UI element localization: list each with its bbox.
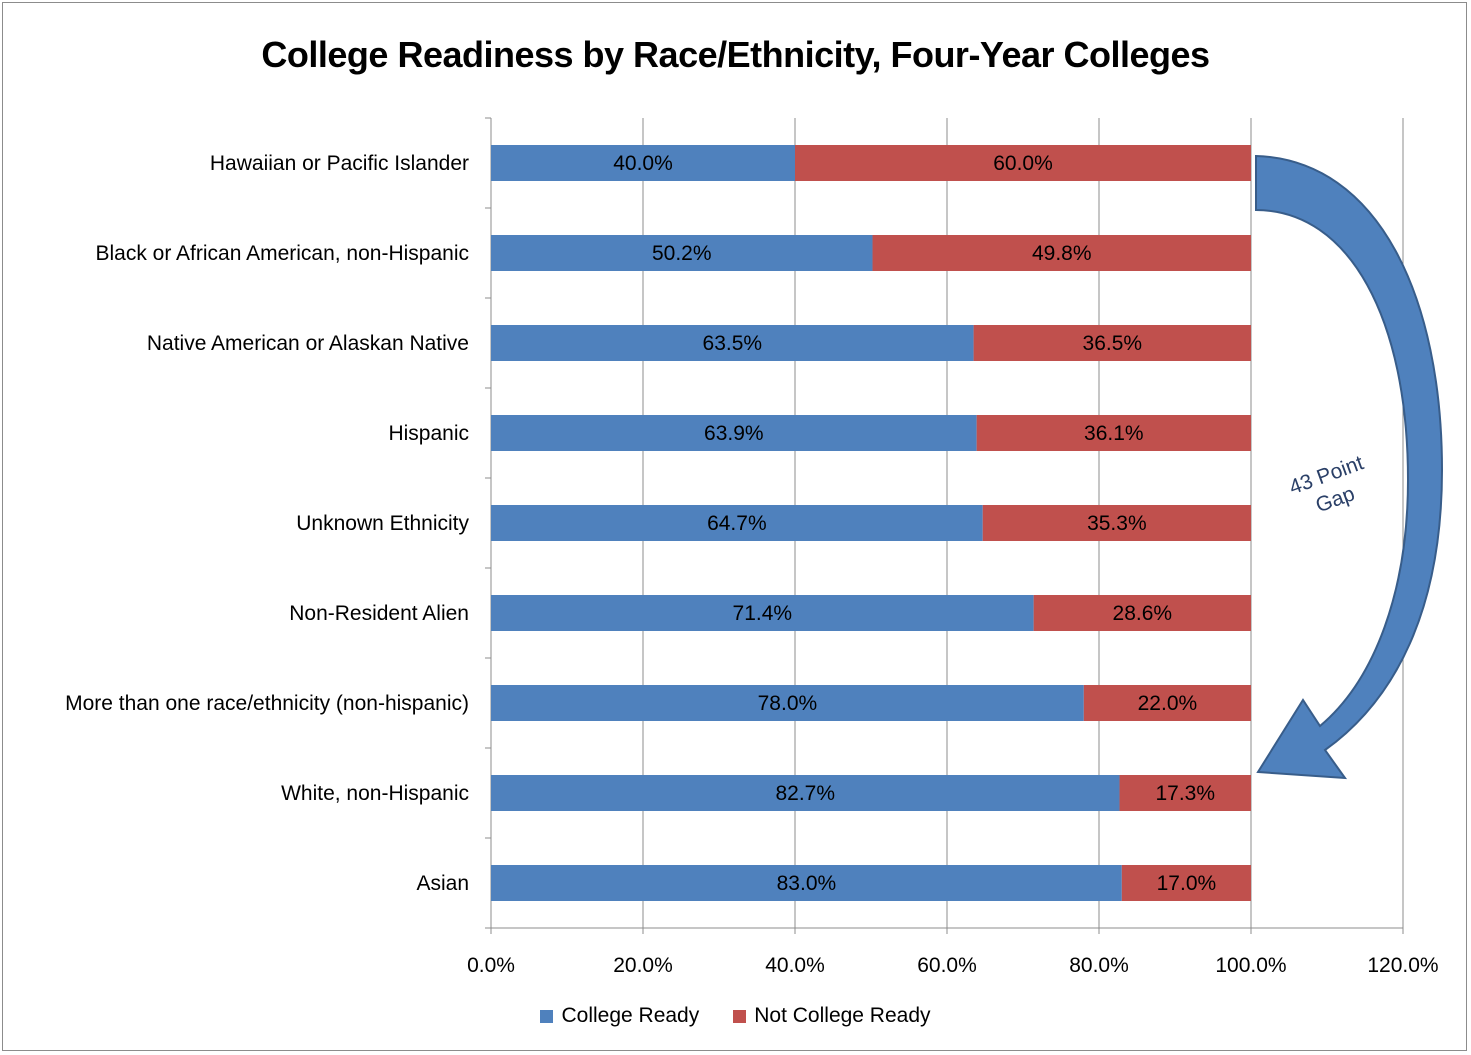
- category-label: Unknown Ethnicity: [296, 512, 469, 535]
- bar-college-ready: [491, 415, 977, 451]
- x-tick-label: 80.0%: [1069, 954, 1129, 977]
- data-label-college-ready: 63.9%: [704, 422, 764, 445]
- category-label: Black or African American, non-Hispanic: [96, 242, 470, 265]
- legend-item-not-college-ready: Not College Ready: [733, 1004, 931, 1028]
- bar-college-ready: [491, 865, 1122, 901]
- x-tick-label: 40.0%: [765, 954, 825, 977]
- data-label-college-ready: 64.7%: [707, 512, 767, 535]
- data-label-college-ready: 71.4%: [733, 602, 793, 625]
- legend-label-not-college-ready: Not College Ready: [754, 1004, 931, 1027]
- category-label: Non-Resident Alien: [289, 602, 469, 625]
- bar-not-college-ready: [1119, 775, 1251, 811]
- bar-college-ready: [491, 325, 974, 361]
- data-label-not-college-ready: 28.6%: [1113, 602, 1173, 625]
- bar-college-ready: [491, 685, 1084, 721]
- category-label: More than one race/ethnicity (non-hispan…: [65, 692, 469, 715]
- data-label-not-college-ready: 49.8%: [1032, 242, 1092, 265]
- data-label-college-ready: 40.0%: [613, 152, 673, 175]
- bar-not-college-ready: [1033, 595, 1251, 631]
- data-label-not-college-ready: 22.0%: [1138, 692, 1198, 715]
- data-label-college-ready: 78.0%: [758, 692, 818, 715]
- x-tick-label: 20.0%: [613, 954, 673, 977]
- data-label-not-college-ready: 36.5%: [1083, 332, 1143, 355]
- bar-not-college-ready: [795, 145, 1251, 181]
- category-label: Asian: [416, 872, 469, 895]
- chart-legend: College Ready Not College Ready: [0, 1004, 1471, 1028]
- bar-not-college-ready: [973, 325, 1251, 361]
- chart-title: College Readiness by Race/Ethnicity, Fou…: [261, 34, 1210, 75]
- data-label-not-college-ready: 60.0%: [993, 152, 1053, 175]
- bar-not-college-ready: [982, 505, 1251, 541]
- category-label: White, non-Hispanic: [281, 782, 469, 805]
- x-tick-label: 0.0%: [467, 954, 515, 977]
- bar-not-college-ready: [1121, 865, 1251, 901]
- data-label-college-ready: 63.5%: [703, 332, 763, 355]
- category-label: Hawaiian or Pacific Islander: [210, 152, 469, 175]
- category-label: Native American or Alaskan Native: [147, 332, 469, 355]
- data-label-not-college-ready: 17.0%: [1157, 872, 1217, 895]
- x-tick-label: 60.0%: [917, 954, 977, 977]
- legend-label-college-ready: College Ready: [561, 1004, 700, 1027]
- legend-swatch-college-ready: [540, 1009, 554, 1023]
- bar-not-college-ready: [976, 415, 1251, 451]
- curved-arrow-icon: [1255, 154, 1444, 780]
- data-label-college-ready: 50.2%: [652, 242, 712, 265]
- bar-college-ready: [491, 595, 1034, 631]
- data-label-college-ready: 83.0%: [777, 872, 837, 895]
- bar-not-college-ready: [872, 235, 1251, 271]
- bar-college-ready: [491, 775, 1120, 811]
- x-tick-label: 120.0%: [1367, 954, 1438, 977]
- bar-not-college-ready: [1083, 685, 1251, 721]
- bar-college-ready: [491, 505, 983, 541]
- legend-swatch-not-college-ready: [733, 1009, 747, 1023]
- data-label-not-college-ready: 17.3%: [1155, 782, 1215, 805]
- data-label-not-college-ready: 36.1%: [1084, 422, 1144, 445]
- data-label-college-ready: 82.7%: [775, 782, 835, 805]
- bar-college-ready: [491, 145, 795, 181]
- bar-college-ready: [491, 235, 873, 271]
- data-label-not-college-ready: 35.3%: [1087, 512, 1147, 535]
- x-tick-label: 100.0%: [1215, 954, 1286, 977]
- category-label: Hispanic: [388, 422, 469, 445]
- legend-item-college-ready: College Ready: [540, 1004, 699, 1028]
